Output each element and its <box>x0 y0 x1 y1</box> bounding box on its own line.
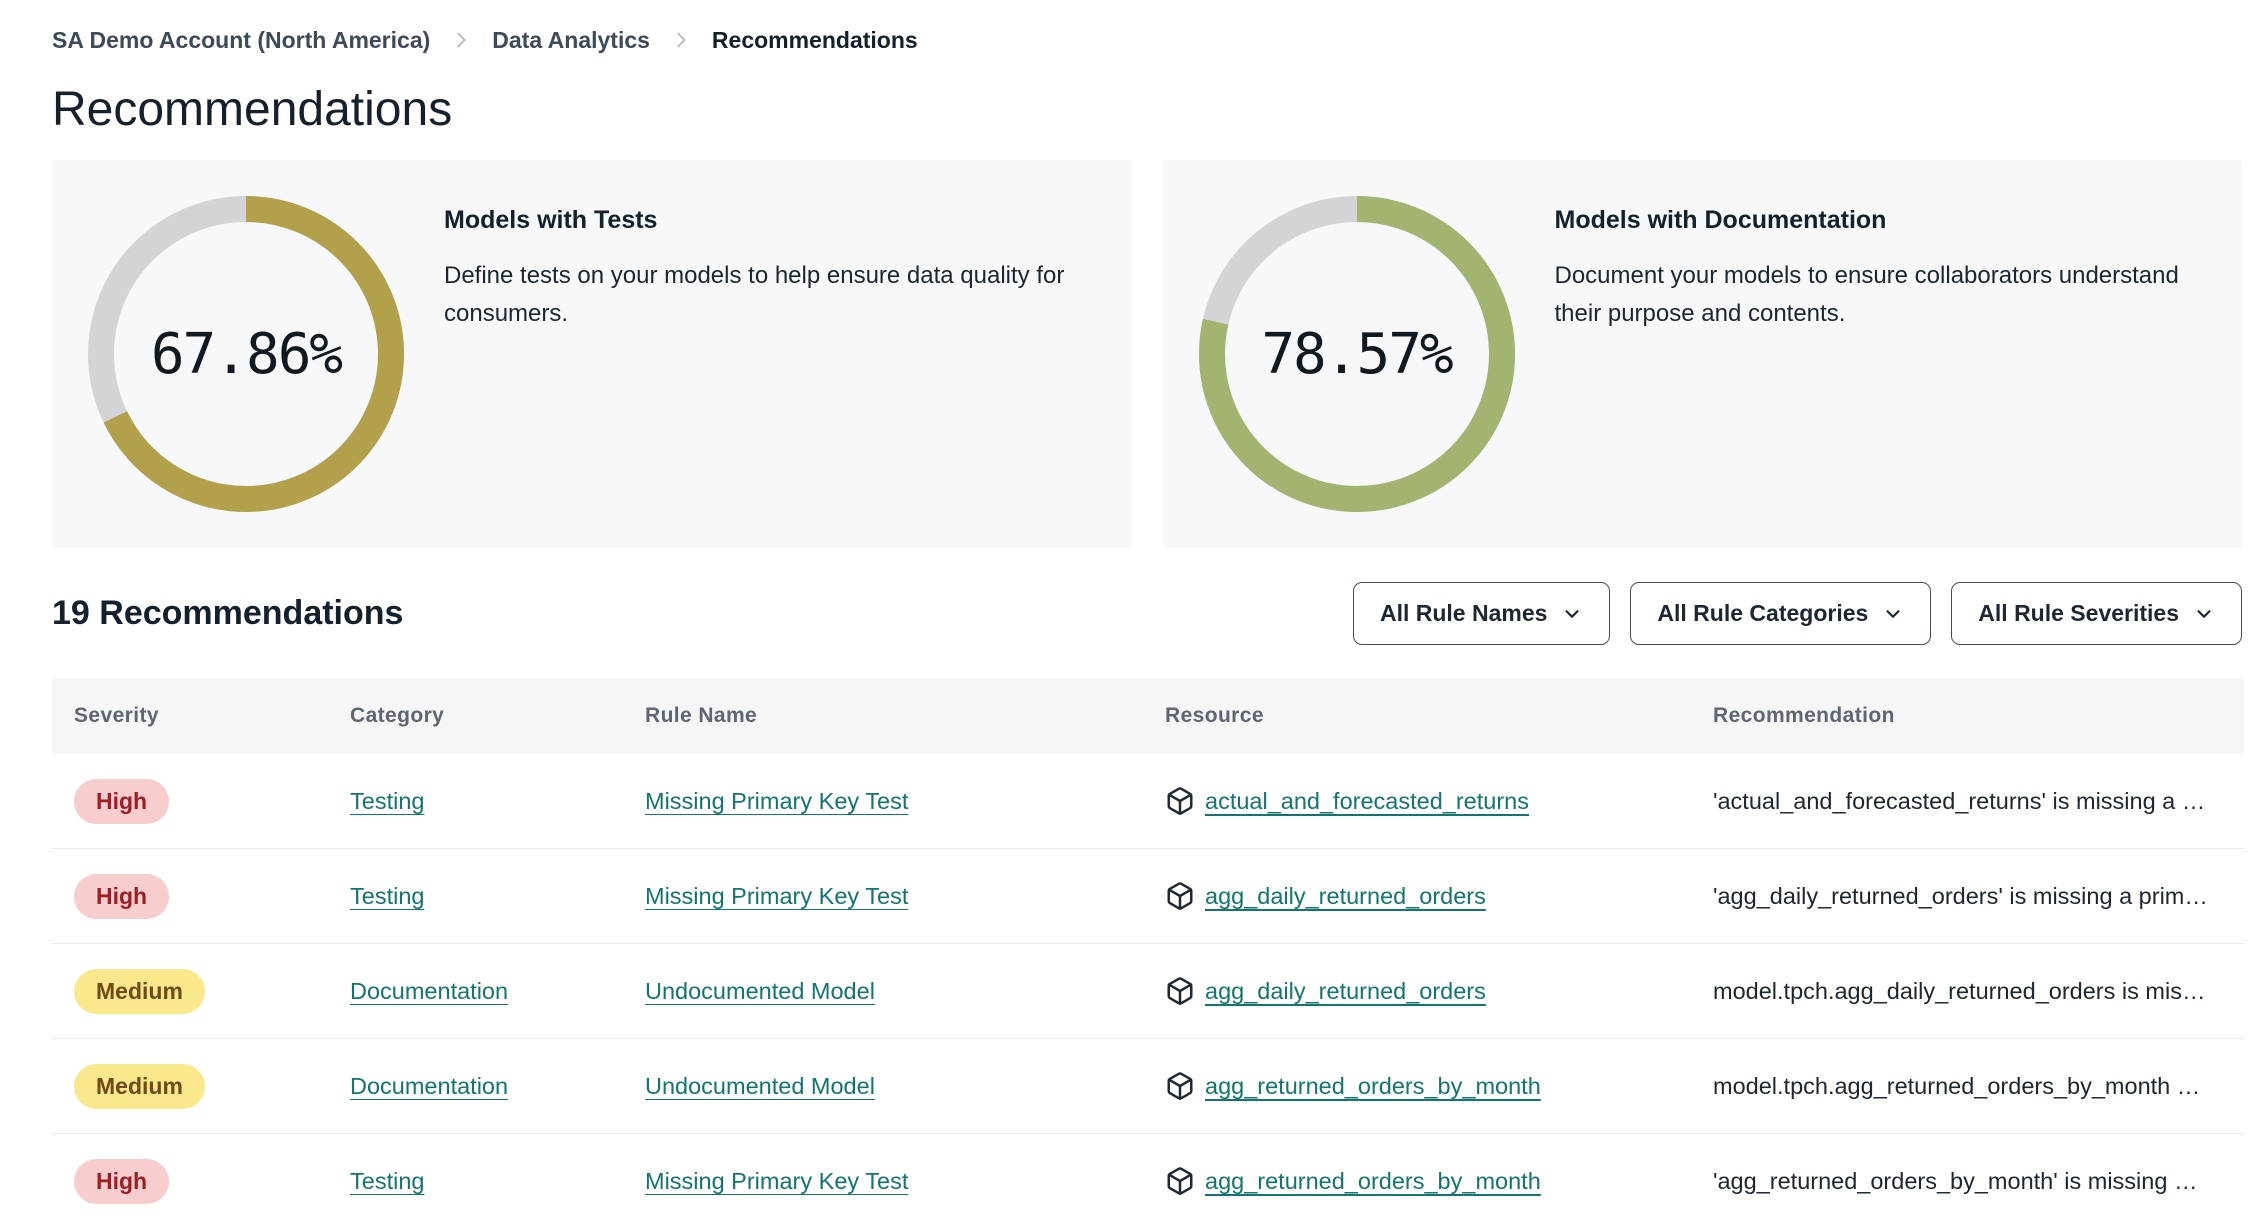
column-header-severity: Severity <box>74 704 159 727</box>
documentation-donut-chart: 78.57% <box>1198 196 1515 512</box>
filter-label: All Rule Severities <box>1978 600 2179 626</box>
model-cube-icon <box>1167 977 1193 1005</box>
card-description: Define tests on your models to help ensu… <box>444 262 1065 327</box>
model-cube-icon <box>1167 787 1193 815</box>
card-text: Models with Tests Define tests on your m… <box>444 160 1096 333</box>
rule-name-link[interactable]: Undocumented Model <box>645 1072 875 1099</box>
chevron-right-icon <box>450 29 472 51</box>
resource-link[interactable]: agg_returned_orders_by_month <box>1205 1072 1541 1099</box>
severity-badge: High <box>74 873 170 919</box>
chevron-down-icon <box>1565 609 1580 618</box>
recommendation-text: 'agg_daily_returned_orders' is missing a… <box>1713 882 2208 909</box>
recommendation-text: model.tpch.agg_daily_returned_orders is … <box>1713 977 2206 1004</box>
table-row: High Testing Missing Primary Key Test ag… <box>52 849 2244 944</box>
table-body: High Testing Missing Primary Key Test ac… <box>52 754 2244 1220</box>
card-models-with-documentation: 78.57% Models with Documentation Documen… <box>1162 160 2242 548</box>
card-text: Models with Documentation Document your … <box>1555 160 2207 333</box>
severity-badge: High <box>74 778 170 824</box>
filter-label: All Rule Categories <box>1657 600 1869 626</box>
breadcrumb-current: Recommendations <box>711 26 918 53</box>
column-header-rule-name: Rule Name <box>645 704 758 727</box>
chevron-down-icon <box>2197 609 2211 618</box>
breadcrumb-account[interactable]: SA Demo Account (North America) <box>52 26 431 53</box>
severity-badge: Medium <box>74 1063 205 1109</box>
chevron-down-icon <box>1886 609 1900 618</box>
category-link[interactable]: Testing <box>350 787 425 814</box>
documentation-percent-value: 78.57% <box>1261 321 1453 387</box>
category-link[interactable]: Documentation <box>350 1072 509 1099</box>
recommendation-text: model.tpch.agg_returned_orders_by_month … <box>1713 1072 2201 1099</box>
rule-name-link[interactable]: Missing Primary Key Test <box>645 882 909 909</box>
recommendation-text: 'actual_and_forecasted_returns' is missi… <box>1713 787 2206 814</box>
column-header-recommendation: Recommendation <box>1713 704 1895 727</box>
summary-cards: 67.86% Models with Tests Define tests on… <box>52 160 2242 548</box>
table-row: Medium Documentation Undocumented Model … <box>52 944 2244 1039</box>
rule-name-link[interactable]: Missing Primary Key Test <box>645 787 909 814</box>
category-link[interactable]: Testing <box>350 1167 425 1194</box>
rule-name-link[interactable]: Missing Primary Key Test <box>645 1167 909 1194</box>
category-link[interactable]: Documentation <box>350 977 509 1004</box>
breadcrumb: SA Demo Account (North America) Data Ana… <box>52 24 2242 56</box>
resource-link[interactable]: agg_daily_returned_orders <box>1205 882 1486 909</box>
model-cube-icon <box>1167 882 1193 910</box>
card-models-with-tests: 67.86% Models with Tests Define tests on… <box>52 160 1132 548</box>
resource-link[interactable]: agg_returned_orders_by_month <box>1205 1167 1541 1194</box>
column-header-category: Category <box>350 704 445 727</box>
rule-names-filter-dropdown[interactable]: All Rule Names <box>1352 582 1611 645</box>
table-header-row: Severity Category Rule Name Resource Rec… <box>52 678 2244 754</box>
severity-badge: Medium <box>74 968 205 1014</box>
chevron-right-icon <box>670 29 692 51</box>
recommendations-table: Severity Category Rule Name Resource Rec… <box>52 678 2244 1220</box>
model-cube-icon <box>1167 1167 1193 1195</box>
card-title: Models with Tests <box>444 206 658 234</box>
resource-link[interactable]: agg_daily_returned_orders <box>1205 977 1486 1004</box>
recommendation-text: 'agg_returned_orders_by_month' is missin… <box>1713 1167 2198 1194</box>
category-link[interactable]: Testing <box>350 882 425 909</box>
recommendations-count: 19 Recommendations <box>52 594 404 632</box>
tests-percent-value: 67.86% <box>150 321 343 387</box>
filter-label: All Rule Names <box>1379 600 1548 626</box>
table-row: High Testing Missing Primary Key Test ac… <box>52 754 2244 849</box>
filter-bar: All Rule Names All Rule Categories All R… <box>1352 582 2242 645</box>
table-row: High Testing Missing Primary Key Test ag… <box>52 1134 2244 1220</box>
rule-categories-filter-dropdown[interactable]: All Rule Categories <box>1630 582 1932 645</box>
breadcrumb-project[interactable]: Data Analytics <box>492 26 650 53</box>
table-row: Medium Documentation Undocumented Model … <box>52 1039 2244 1134</box>
card-description: Document your models to ensure collabora… <box>1554 262 2179 327</box>
page-title: Recommendations <box>52 83 453 136</box>
severity-badge: High <box>74 1158 170 1204</box>
card-title: Models with Documentation <box>1554 206 1887 234</box>
rule-severities-filter-dropdown[interactable]: All Rule Severities <box>1951 582 2242 645</box>
model-cube-icon <box>1167 1072 1193 1100</box>
tests-donut-chart: 67.86% <box>88 196 404 512</box>
rule-name-link[interactable]: Undocumented Model <box>645 977 875 1004</box>
column-header-resource: Resource <box>1165 704 1264 727</box>
resource-link[interactable]: actual_and_forecasted_returns <box>1205 787 1529 814</box>
list-header: 19 Recommendations All Rule Names All Ru… <box>52 582 2242 645</box>
